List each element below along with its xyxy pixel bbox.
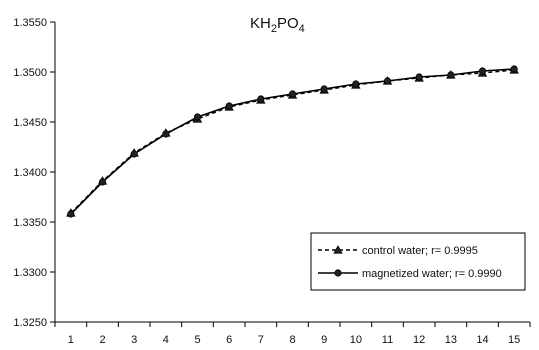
- x-tick-label: 5: [194, 334, 200, 346]
- series-2-point: [257, 95, 265, 103]
- legend-swatch-marker: [333, 245, 343, 254]
- series-2-point: [67, 210, 75, 218]
- chart-title: KH2PO4: [250, 15, 305, 35]
- title-sub-1: 2: [271, 23, 277, 35]
- legend-label: control water; r= 0.9995: [362, 245, 478, 257]
- series-2-point: [447, 71, 455, 79]
- series-2-point: [320, 85, 328, 93]
- x-tick-label: 12: [413, 334, 425, 346]
- x-tick-label: 9: [321, 334, 327, 346]
- x-tick-label: 2: [99, 334, 105, 346]
- series-2-point: [162, 130, 170, 138]
- series-2-point: [98, 178, 107, 186]
- y-tick-label: 1.3450: [13, 117, 47, 129]
- legend-box: [310, 232, 526, 291]
- x-tick-label: 4: [163, 334, 169, 346]
- y-tick-label: 1.3400: [13, 167, 47, 179]
- legend: control water; r= 0.9995 magnetized water…: [310, 232, 526, 291]
- legend-swatch-marker: [334, 269, 342, 277]
- x-tick-label: 6: [226, 334, 232, 346]
- series-2-point: [415, 73, 423, 81]
- legend-item-2: magnetized water; r= 0.9990: [318, 268, 502, 280]
- x-tick-label: 8: [289, 334, 295, 346]
- y-tick-label: 1.3500: [13, 67, 47, 79]
- axes: 1.3250 1.3300 1.3350 1.3400 1.3450 1.3500 1.35…: [13, 17, 531, 346]
- legend-item-1: control water; r= 0.9995: [318, 245, 478, 257]
- title-sub-2: 4: [299, 23, 305, 35]
- x-tick-label: 7: [258, 334, 264, 346]
- series-1: [66, 65, 519, 217]
- title-main: KH: [250, 15, 271, 32]
- y-tick-label: 1.3250: [13, 317, 47, 329]
- legend-label: magnetized water; r= 0.9990: [362, 268, 502, 280]
- y-tick-label: 1.3300: [13, 267, 47, 279]
- y-tick-label: 1.3350: [13, 217, 47, 229]
- series-layer: [66, 65, 519, 218]
- series-2: [67, 65, 518, 218]
- x-tick-label: 13: [445, 334, 457, 346]
- x-tick-label: 15: [508, 334, 520, 346]
- series-2-point: [130, 150, 138, 158]
- series-2-point: [225, 102, 233, 110]
- series-2-point: [193, 113, 202, 121]
- x-tick-label: 10: [350, 334, 362, 346]
- title-mid: PO: [277, 15, 299, 32]
- x-tick-label: 1: [68, 334, 74, 346]
- series-2-point: [288, 90, 297, 98]
- series-2-point: [478, 67, 487, 75]
- y-tick-label: 1.3550: [13, 17, 47, 29]
- series-2-point: [510, 65, 518, 73]
- series-2-point: [352, 80, 360, 88]
- x-tick-label: 3: [131, 334, 137, 346]
- x-tick-label: 14: [476, 334, 488, 346]
- series-2-point: [383, 77, 392, 85]
- x-tick-label: 11: [382, 334, 393, 346]
